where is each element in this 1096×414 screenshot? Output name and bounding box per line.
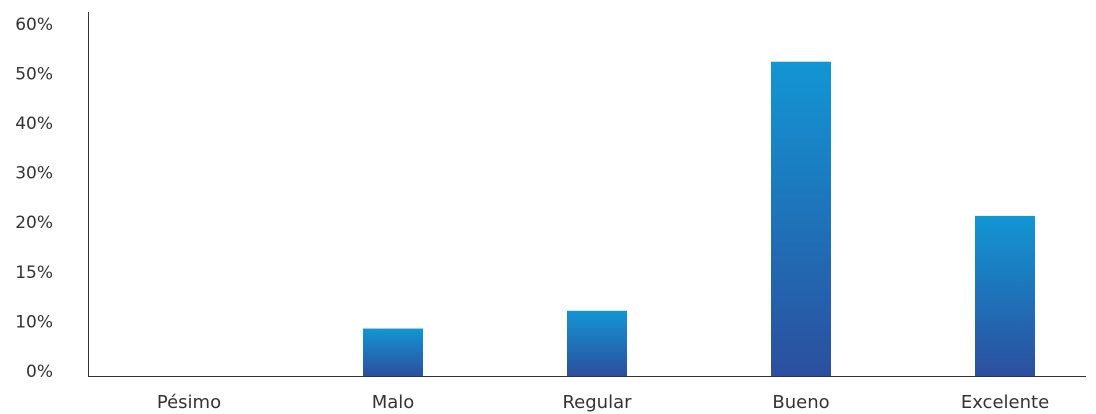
x-category-label: Pésimo xyxy=(157,392,221,413)
x-axis-category-labels: Pésimo Malo Regular Bueno Excelente xyxy=(157,392,1049,413)
bar-bueno xyxy=(771,61,831,377)
x-category-label: Excelente xyxy=(961,392,1049,413)
bar-regular xyxy=(567,310,627,376)
y-tick-label: 10% xyxy=(15,312,53,332)
y-tick-label: 30% xyxy=(15,164,53,184)
y-tick-label: 50% xyxy=(15,64,53,84)
y-axis-tick-labels: 0% 10% 15% 20% 30% 40% 50% 60% xyxy=(15,15,53,382)
x-category-label: Bueno xyxy=(772,392,829,413)
y-tick-label: 15% xyxy=(15,263,53,283)
y-tick-label: 40% xyxy=(15,114,53,134)
bar-malo xyxy=(363,328,423,376)
bars xyxy=(363,61,1035,377)
x-category-label: Regular xyxy=(562,392,632,413)
y-tick-label: 20% xyxy=(15,213,53,233)
y-tick-label: 60% xyxy=(15,15,53,35)
bar-excelente xyxy=(975,215,1035,376)
y-tick-label: 0% xyxy=(26,362,53,382)
x-category-label: Malo xyxy=(372,392,415,413)
